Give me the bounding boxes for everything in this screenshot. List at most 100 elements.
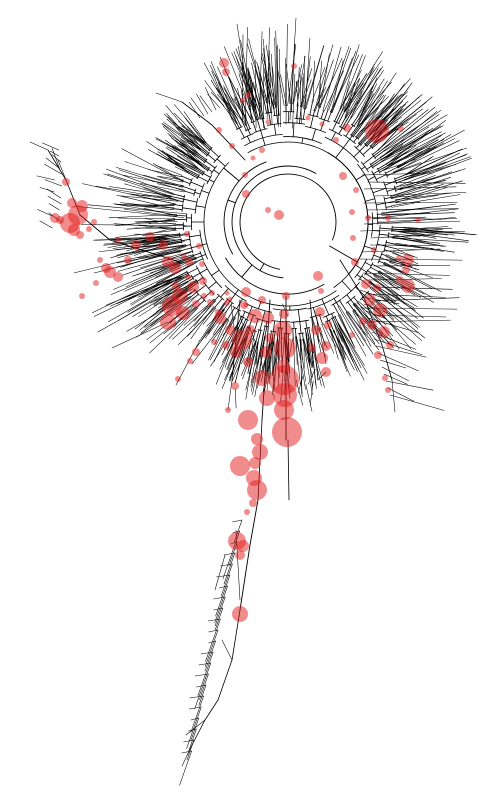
tree-branch xyxy=(181,128,207,144)
tree-branch xyxy=(275,30,279,127)
tree-branch xyxy=(356,87,381,128)
tree-branch xyxy=(372,149,379,155)
tree-branch xyxy=(45,157,60,169)
tree-branch xyxy=(93,271,187,317)
tree-branch xyxy=(220,563,233,567)
tree-branch xyxy=(380,134,417,159)
node-marker xyxy=(242,172,248,178)
tree-branch xyxy=(264,101,267,114)
tree-branch xyxy=(231,52,258,113)
tree-branch xyxy=(307,369,316,385)
tree-branch xyxy=(201,143,210,151)
tree-branch xyxy=(260,130,264,139)
tree-branch xyxy=(335,147,344,159)
tree-branch xyxy=(73,205,185,218)
tree-branch xyxy=(314,44,334,112)
tree-branch xyxy=(197,156,206,163)
tree-branch xyxy=(182,272,189,277)
tree-branch xyxy=(336,109,343,123)
node-marker xyxy=(316,352,328,364)
node-marker xyxy=(184,231,190,237)
node-marker xyxy=(232,606,248,622)
tree-branch xyxy=(195,255,202,259)
tree-branch xyxy=(159,177,184,183)
tree-branch xyxy=(283,136,322,144)
tree-branch xyxy=(259,263,265,271)
tree-branch xyxy=(126,225,177,230)
tree-branch xyxy=(353,150,361,158)
tree-branch xyxy=(383,114,448,152)
tree-branch xyxy=(385,206,392,208)
tree-branch xyxy=(331,50,357,114)
tree-branch xyxy=(247,336,255,374)
tree-branch xyxy=(399,175,436,189)
tree-branch xyxy=(221,639,233,661)
tree-branch xyxy=(168,307,198,339)
tree-branch xyxy=(263,75,271,104)
tree-branch xyxy=(187,134,203,144)
node-marker xyxy=(401,279,415,293)
tree-branch xyxy=(195,168,204,174)
tree-branch xyxy=(177,126,207,146)
tree-branch xyxy=(381,203,456,214)
tree-branch xyxy=(201,157,206,162)
tree-branch xyxy=(203,228,229,282)
node-marker xyxy=(242,190,250,198)
tree-branch xyxy=(367,317,420,334)
node-marker xyxy=(382,375,388,381)
tree-branch xyxy=(213,154,221,164)
tree-branch xyxy=(305,126,326,133)
tree-branch xyxy=(362,272,450,276)
tree-branch xyxy=(199,302,225,342)
tree-branch xyxy=(341,280,352,292)
tree-branch xyxy=(367,270,375,276)
tree-branch xyxy=(304,328,307,333)
node-marker xyxy=(247,480,267,500)
tree-branch xyxy=(340,54,363,110)
tree-branch xyxy=(198,662,212,666)
node-marker xyxy=(235,550,245,560)
node-marker xyxy=(175,376,181,382)
node-marker xyxy=(272,417,302,447)
tree-branch xyxy=(387,145,417,166)
node-marker xyxy=(398,126,404,132)
tree-branch xyxy=(207,154,216,162)
tree-branch xyxy=(279,48,281,128)
tree-branch xyxy=(391,237,441,244)
tree-branch xyxy=(189,178,193,186)
tree-branch xyxy=(182,133,200,145)
tree-branch xyxy=(366,216,442,220)
tree-branch xyxy=(385,380,434,391)
node-marker xyxy=(230,456,250,476)
tree-branch xyxy=(350,70,384,119)
node-marker xyxy=(241,287,251,297)
tree-branch xyxy=(360,83,378,118)
tree-branch xyxy=(316,107,320,117)
tree-branch xyxy=(225,257,325,295)
node-marker xyxy=(50,213,60,223)
tree-branch xyxy=(359,289,396,303)
tree-branch xyxy=(113,223,176,229)
tree-branch xyxy=(155,92,183,103)
node-marker xyxy=(214,312,226,324)
tree-branch xyxy=(273,108,276,116)
tree-branch xyxy=(239,544,251,611)
tree-branch xyxy=(120,246,187,268)
tree-branch xyxy=(214,318,227,345)
tree-branch xyxy=(309,101,313,116)
tree-branch xyxy=(362,146,372,155)
tree-branch xyxy=(368,282,397,302)
node-marker xyxy=(262,312,274,324)
tree-branch xyxy=(365,273,375,280)
tree-branch xyxy=(341,120,347,129)
tree-branch xyxy=(211,319,229,342)
tree-branch xyxy=(363,186,457,190)
tree-branch xyxy=(181,139,204,151)
tree-branch xyxy=(359,107,379,126)
tree-branch xyxy=(350,126,358,136)
node-marker xyxy=(199,261,205,267)
tree-branch xyxy=(184,190,195,195)
tree-branch xyxy=(403,153,468,181)
tree-branch xyxy=(269,50,273,126)
node-marker xyxy=(249,457,261,469)
